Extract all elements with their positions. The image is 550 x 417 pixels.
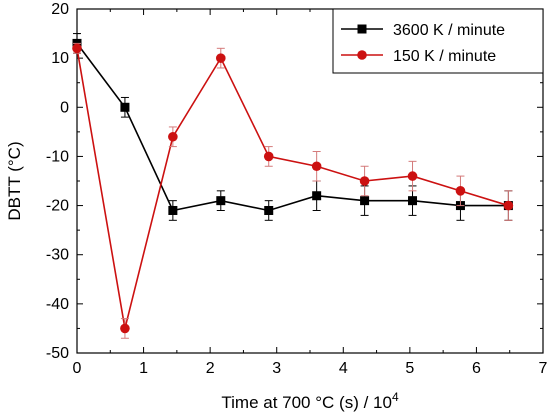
- y-tick-label: 10: [51, 50, 69, 67]
- x-tick-label: 1: [139, 360, 148, 377]
- legend-box: [332, 8, 544, 74]
- data-point: [408, 196, 418, 206]
- series-line: [76, 42, 509, 212]
- x-tick-label: 0: [73, 360, 82, 377]
- x-tick-label: 3: [272, 360, 281, 377]
- data-point: [168, 205, 178, 215]
- data-point: [455, 186, 466, 196]
- y-tick-label: -30: [46, 247, 69, 264]
- data-point: [407, 171, 418, 181]
- y-tick-label: -40: [46, 296, 69, 313]
- data-point: [312, 191, 322, 201]
- y-tick-label: 0: [60, 99, 69, 116]
- data-point: [264, 205, 274, 215]
- data-point: [216, 196, 226, 206]
- y-tick-label: 20: [51, 1, 69, 18]
- x-tick-label: 7: [539, 360, 548, 377]
- data-point: [72, 43, 82, 54]
- y-tick-label: -20: [46, 198, 69, 215]
- x-tick-label: 6: [472, 360, 481, 377]
- data-point: [215, 53, 226, 63]
- data-point: [360, 196, 370, 206]
- y-tick-label: -10: [46, 148, 69, 165]
- legend-label-3600: 3600 K / minute: [393, 22, 505, 39]
- data-point: [120, 323, 130, 334]
- series-layer: [72, 33, 514, 339]
- x-tick-label: 2: [206, 360, 215, 377]
- legend: 3600 K / minute 150 K / minute: [332, 8, 544, 74]
- series-line: [76, 48, 509, 329]
- x-tick-label: 5: [405, 360, 414, 377]
- legend-marker-150: [357, 50, 367, 60]
- data-point: [263, 151, 274, 162]
- x-axis-title-exponent: 4: [392, 390, 399, 404]
- y-axis-title: DBTT (°C): [5, 141, 24, 220]
- series-1: [72, 42, 514, 339]
- data-point: [120, 102, 130, 112]
- data-point: [311, 161, 322, 172]
- x-tick-label: 4: [339, 360, 348, 377]
- legend-marker-3600: [357, 24, 367, 34]
- data-point: [359, 176, 370, 186]
- x-axis-title: Time at 700 °C (s) / 104: [221, 390, 399, 412]
- data-point: [503, 200, 514, 211]
- x-axis-title-main: Time at 700 °C (s) / 10: [221, 393, 392, 412]
- y-tick-label: -50: [46, 345, 69, 362]
- data-point: [168, 131, 178, 142]
- legend-label-150: 150 K / minute: [393, 48, 496, 65]
